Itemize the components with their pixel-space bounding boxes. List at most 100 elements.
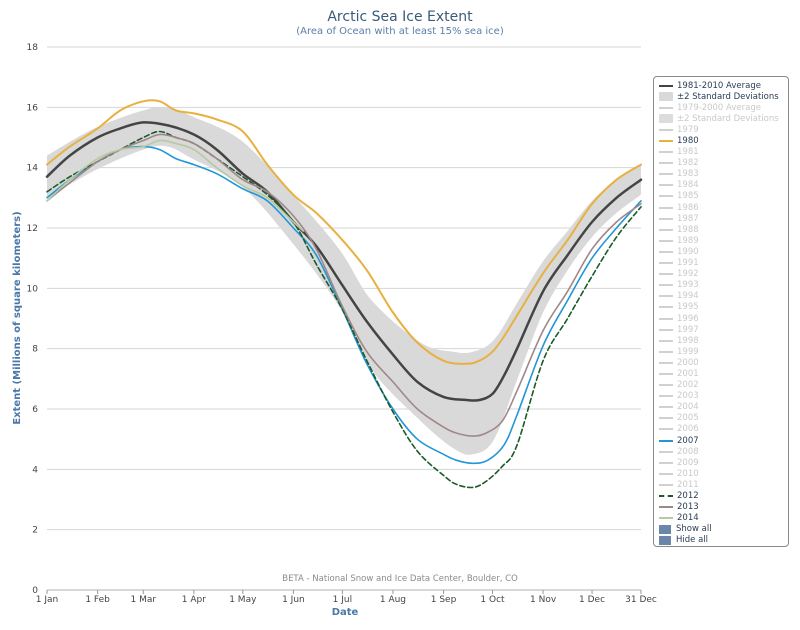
legend-swatch (659, 84, 673, 87)
legend-item-1981[interactable]: 1981 (659, 147, 788, 158)
legend-label: 2005 (677, 413, 699, 424)
button-square-icon (659, 524, 671, 534)
y-tick-label: 12 (27, 224, 38, 234)
legend-item-1986[interactable]: 1986 (659, 202, 788, 213)
legend-swatch (659, 250, 673, 253)
legend-label: 2013 (677, 502, 699, 513)
legend-item-2011[interactable]: 2011 (659, 479, 788, 490)
legend-item-1979[interactable]: 1979 (659, 124, 788, 135)
legend-item-2003[interactable]: 2003 (659, 391, 788, 402)
legend-item-2004[interactable]: 2004 (659, 402, 788, 413)
legend-swatch (659, 239, 673, 242)
legend-item-1984[interactable]: 1984 (659, 180, 788, 191)
legend-item-2012[interactable]: 2012 (659, 490, 788, 501)
legend-label: 1987 (677, 213, 699, 224)
legend-item-1991[interactable]: 1991 (659, 258, 788, 269)
series-line-2007 (46, 145, 642, 465)
legend-swatch (659, 173, 673, 176)
legend-item-1990[interactable]: 1990 (659, 246, 788, 257)
x-tick-label: 1 Jul (333, 595, 352, 605)
x-tick-label: 1 Jun (282, 595, 305, 605)
legend-item-1997[interactable]: 1997 (659, 324, 788, 335)
legend-item-1992[interactable]: 1992 (659, 269, 788, 280)
legend-swatch (659, 184, 673, 187)
legend-item-1999[interactable]: 1999 (659, 346, 788, 357)
legend-item-2-standard-deviations[interactable]: ±2 Standard Deviations (659, 91, 788, 102)
legend-item-1983[interactable]: 1983 (659, 169, 788, 180)
legend-item-1987[interactable]: 1987 (659, 213, 788, 224)
legend-item-2-standard-deviations[interactable]: ±2 Standard Deviations (659, 113, 788, 124)
legend-item-1989[interactable]: 1989 (659, 235, 788, 246)
legend: 1981-2010 Average ±2 Standard Deviations 1… (653, 76, 789, 547)
legend-label: 1991 (677, 258, 699, 269)
legend-swatch (659, 306, 673, 309)
y-tick-labels: 0 2 4 6 8 10 12 14 16 18 (27, 43, 39, 596)
legend-label: 2004 (677, 402, 699, 413)
legend-item-2009[interactable]: 2009 (659, 457, 788, 468)
x-tick-label: 1 Oct (480, 595, 505, 605)
legend-swatch (659, 284, 673, 287)
legend-swatch (659, 461, 673, 464)
legend-item-1994[interactable]: 1994 (659, 291, 788, 302)
legend-item-1985[interactable]: 1985 (659, 191, 788, 202)
x-tick-label: 1 Nov (530, 595, 557, 605)
show-all-button[interactable]: Show all (659, 524, 788, 535)
button-label: Show all (676, 524, 712, 535)
legend-label: 1992 (677, 269, 699, 280)
legend-item-1979-2000-average[interactable]: 1979-2000 Average (659, 102, 788, 113)
y-tick-label: 6 (32, 405, 38, 415)
legend-swatch (659, 162, 673, 165)
legend-label: 2003 (677, 391, 699, 402)
legend-item-1988[interactable]: 1988 (659, 224, 788, 235)
legend-item-1981-2010-average[interactable]: 1981-2010 Average (659, 80, 788, 91)
legend-swatch (659, 217, 673, 220)
legend-swatch (659, 262, 673, 265)
legend-swatch (659, 417, 673, 420)
legend-item-2001[interactable]: 2001 (659, 368, 788, 379)
legend-swatch (659, 406, 673, 409)
legend-label: 1983 (677, 169, 699, 180)
legend-item-2007[interactable]: 2007 (659, 435, 788, 446)
legend-item-2005[interactable]: 2005 (659, 413, 788, 424)
x-tick-label: 1 Jan (36, 595, 58, 605)
legend-item-1993[interactable]: 1993 (659, 280, 788, 291)
legend-swatch (659, 339, 673, 342)
legend-label: 1995 (677, 302, 699, 313)
legend-item-2014[interactable]: 2014 (659, 513, 788, 524)
x-tick-label: 1 Mar (130, 595, 156, 605)
legend-swatch (659, 361, 673, 364)
legend-item-2000[interactable]: 2000 (659, 357, 788, 368)
legend-item-1996[interactable]: 1996 (659, 313, 788, 324)
legend-item-1982[interactable]: 1982 (659, 158, 788, 169)
legend-swatch (659, 439, 673, 442)
legend-label: 1999 (677, 346, 699, 357)
hide-all-button[interactable]: Hide all (659, 535, 788, 546)
button-square-icon (659, 535, 671, 545)
legend-item-1998[interactable]: 1998 (659, 335, 788, 346)
y-tick-label: 18 (27, 43, 39, 53)
legend-item-2013[interactable]: 2013 (659, 502, 788, 513)
legend-label: 2006 (677, 424, 699, 435)
legend-label: 1979 (677, 124, 699, 135)
legend-swatch (659, 106, 673, 109)
series-line-2014 (46, 139, 304, 232)
legend-item-1995[interactable]: 1995 (659, 302, 788, 313)
legend-swatch (659, 495, 673, 498)
y-tick-label: 8 (32, 345, 38, 355)
legend-label: 1980 (677, 136, 699, 147)
y-tick-label: 4 (32, 465, 38, 475)
legend-swatch (659, 273, 673, 276)
legend-swatch (659, 295, 673, 298)
legend-label: 1981 (677, 147, 699, 158)
legend-item-1980[interactable]: 1980 (659, 135, 788, 146)
legend-swatch (659, 428, 673, 431)
legend-item-2002[interactable]: 2002 (659, 380, 788, 391)
x-tick-label: 1 May (229, 595, 257, 605)
legend-swatch (659, 140, 673, 143)
legend-item-2010[interactable]: 2010 (659, 468, 788, 479)
legend-item-2006[interactable]: 2006 (659, 424, 788, 435)
legend-item-2008[interactable]: 2008 (659, 446, 788, 457)
legend-label: 1979-2000 Average (677, 102, 761, 113)
series-layer (45, 99, 643, 489)
